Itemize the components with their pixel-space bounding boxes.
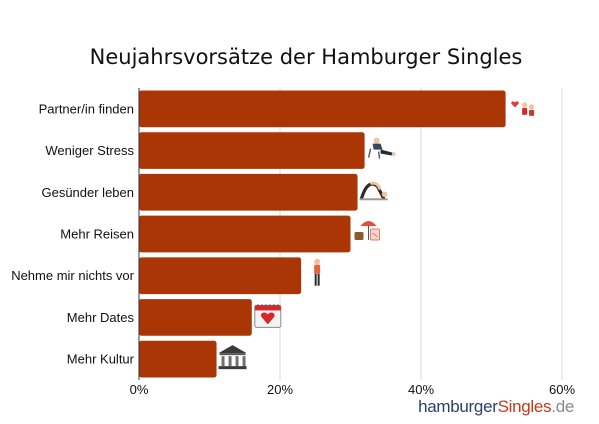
bar xyxy=(139,132,365,169)
x-tick-label: 60% xyxy=(549,382,575,397)
standing-person-icon xyxy=(314,258,321,286)
x-tick-label: 0% xyxy=(130,382,149,397)
logo-part-domain: .de xyxy=(551,397,574,416)
category-label: Nehme mir nichts vor xyxy=(11,268,134,283)
bar xyxy=(139,215,351,253)
x-tick-label: 20% xyxy=(267,382,293,397)
relaxing-person-icon xyxy=(367,137,396,159)
bar xyxy=(139,90,506,128)
travel-luggage-icon xyxy=(354,221,380,241)
category-label: Partner/in finden xyxy=(39,101,134,116)
calendar-heart-icon xyxy=(254,304,282,328)
category-label: Gesünder leben xyxy=(41,185,134,200)
museum-icon xyxy=(218,345,247,370)
couple-icon xyxy=(511,101,535,116)
logo-part-singles: Singles xyxy=(497,397,552,416)
yoga-person-icon xyxy=(359,181,388,201)
logo-part-hamburger: hamburger xyxy=(418,397,498,416)
bar xyxy=(139,340,217,378)
chart-title: Neujahrsvorsätze der Hamburger Singles xyxy=(90,45,523,69)
category-label: Mehr Kultur xyxy=(67,352,135,367)
category-label: Mehr Dates xyxy=(67,310,135,325)
category-label: Mehr Reisen xyxy=(60,227,134,242)
bar xyxy=(139,257,302,295)
x-tick-label: 40% xyxy=(408,382,434,397)
bar xyxy=(139,299,252,336)
brand-logo: hamburgerSingles.de xyxy=(418,397,574,417)
category-label: Weniger Stress xyxy=(45,143,134,158)
bar xyxy=(139,173,358,211)
